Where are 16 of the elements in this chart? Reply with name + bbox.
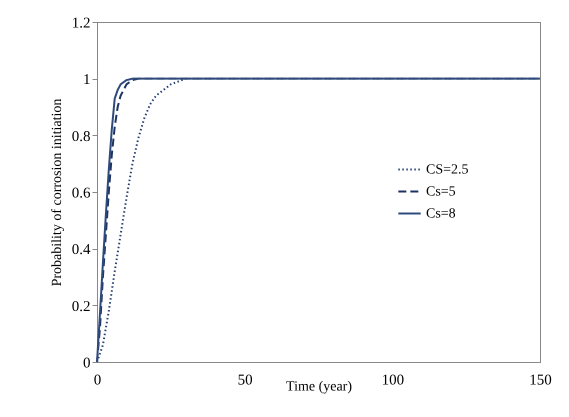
y-tick-label: 0 <box>83 356 90 372</box>
legend-label: Cs=8 <box>426 206 456 222</box>
legend-label: Cs=5 <box>426 184 456 200</box>
y-tick-label: 0.4 <box>72 242 91 258</box>
x-tick-label: 0 <box>94 372 102 388</box>
y-tick-label: 1.2 <box>72 16 90 32</box>
y-tick-label: 0.8 <box>72 128 90 145</box>
x-tick-label: 150 <box>529 372 552 388</box>
legend-label: CS=2.5 <box>426 162 469 178</box>
x-tick-label: 50 <box>238 372 253 388</box>
y-axis-title: Probability of corrosion initiation <box>50 98 65 286</box>
y-tick-label: 1 <box>83 72 90 88</box>
y-tick-label: 0.2 <box>72 298 90 315</box>
y-tick-label: 0.6 <box>72 186 91 202</box>
x-axis-title: Time (year) <box>286 380 352 394</box>
x-tick-label: 100 <box>382 372 404 388</box>
